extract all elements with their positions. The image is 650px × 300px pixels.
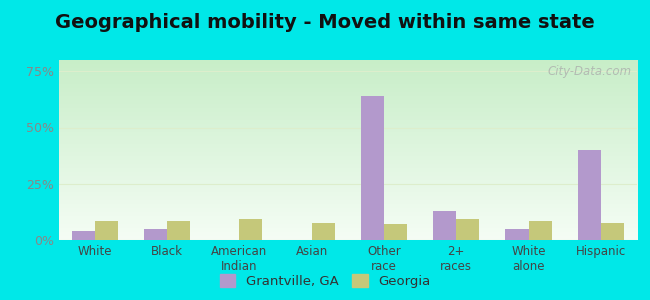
Bar — [95, 221, 118, 240]
Bar — [311, 223, 335, 240]
Bar — [167, 221, 190, 240]
Legend: Grantville, GA, Georgia: Grantville, GA, Georgia — [214, 269, 436, 293]
Bar — [578, 150, 601, 240]
Bar — [72, 231, 95, 240]
Bar — [144, 229, 167, 240]
Text: City-Data.com: City-Data.com — [547, 65, 631, 78]
Bar — [506, 229, 528, 240]
Text: Geographical mobility - Moved within same state: Geographical mobility - Moved within sam… — [55, 14, 595, 32]
Bar — [456, 219, 479, 240]
Bar — [601, 223, 624, 240]
Bar — [528, 221, 552, 240]
Bar — [239, 219, 263, 240]
Bar — [361, 96, 384, 240]
Bar — [433, 211, 456, 240]
Bar — [384, 224, 407, 240]
